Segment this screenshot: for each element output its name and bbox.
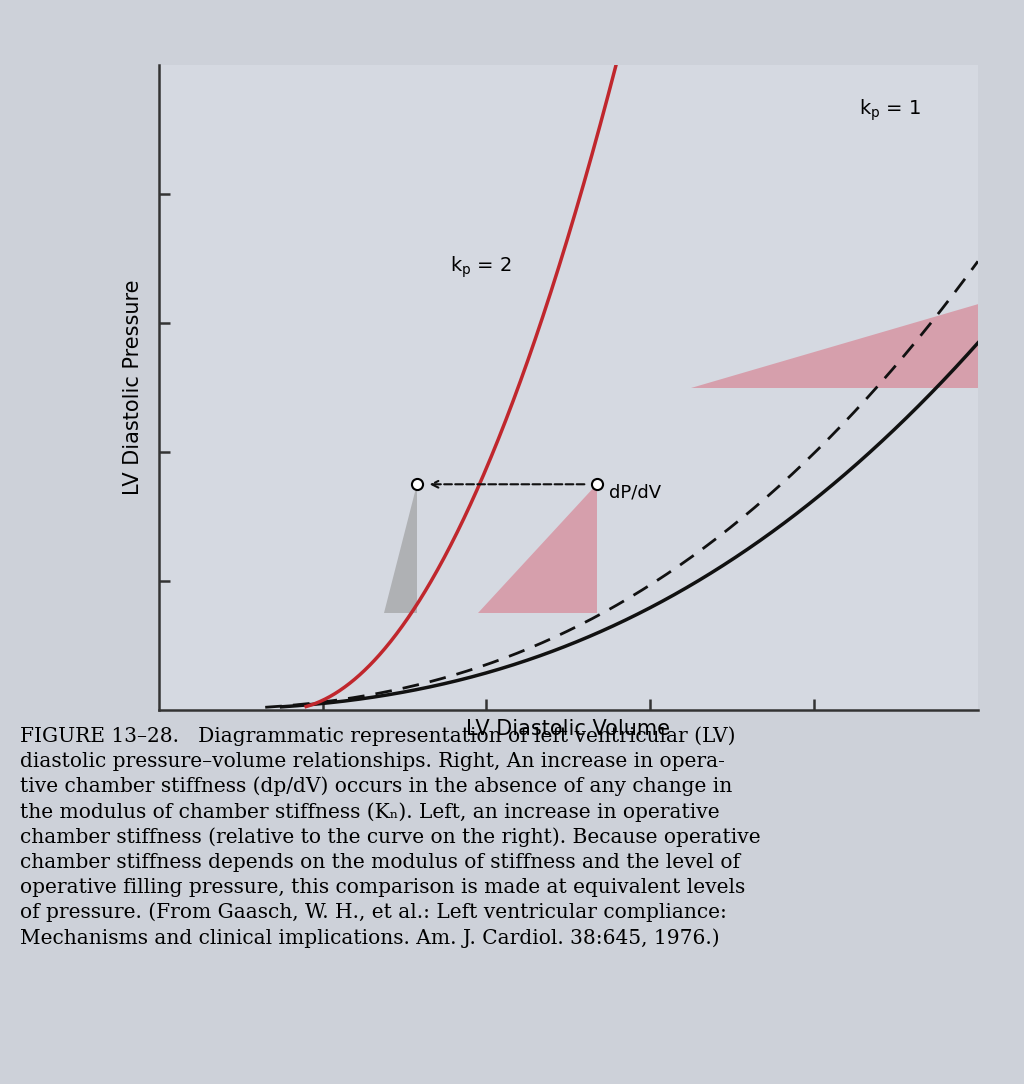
Polygon shape [384,485,417,614]
Text: LV Diastolic Volume: LV Diastolic Volume [466,719,671,738]
Polygon shape [478,485,597,614]
Text: $\mathregular{k_p}$ = 2: $\mathregular{k_p}$ = 2 [450,255,511,280]
Y-axis label: LV Diastolic Pressure: LV Diastolic Pressure [123,280,142,495]
Polygon shape [691,291,1023,388]
Text: FIGURE 13–28.   Diagrammatic representation of left ventricular (LV)
diastolic p: FIGURE 13–28. Diagrammatic representatio… [20,726,761,948]
Text: dP/dV: dP/dV [609,483,662,501]
Text: $\mathregular{k_p}$ = 1: $\mathregular{k_p}$ = 1 [859,98,922,122]
